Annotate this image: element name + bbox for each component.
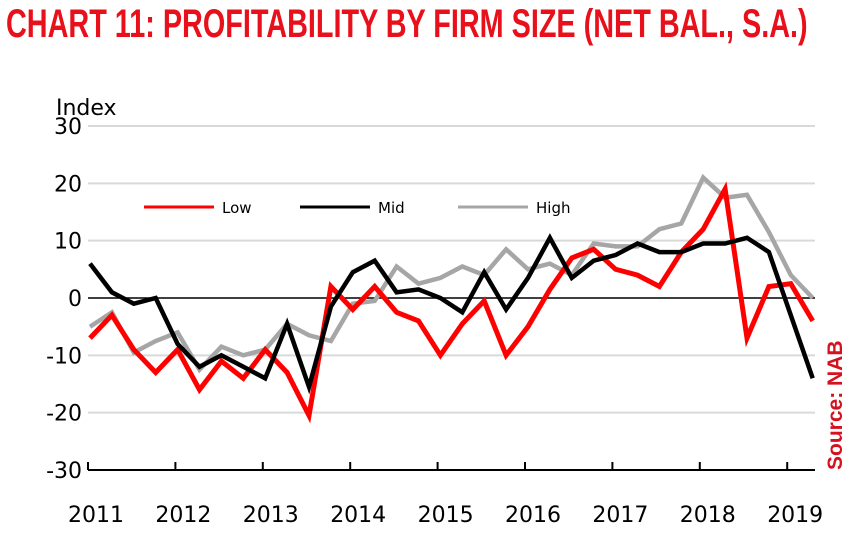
y-tick-label: 0: [68, 287, 82, 312]
x-tick-label: 2013: [243, 503, 299, 528]
y-axis-label: Index: [56, 96, 117, 121]
x-tick-label: 2014: [330, 503, 386, 528]
y-tick-label: -20: [46, 402, 82, 427]
chart-title: CHART 11: PROFITABILITY BY FIRM SIZE (NE…: [6, 2, 808, 46]
series-line-mid: [88, 233, 815, 395]
legend-label-mid: Mid: [378, 199, 405, 217]
x-tick-label: 2019: [767, 503, 823, 528]
x-tick-label: 2016: [505, 503, 561, 528]
y-tick-label: 20: [54, 172, 82, 197]
x-tick-label: 2012: [155, 503, 211, 528]
x-tick-label: 2011: [68, 503, 124, 528]
series-line-high: [88, 173, 815, 374]
source-label: Source: NAB: [824, 340, 847, 470]
series-line-low: [88, 181, 815, 424]
x-tick-label: 2018: [680, 503, 736, 528]
y-tick-label: -10: [46, 344, 82, 369]
x-tick-label: 2015: [418, 503, 474, 528]
y-tick-label: 10: [54, 230, 82, 255]
legend-label-high: High: [536, 199, 570, 217]
y-tick-label: -30: [46, 459, 82, 484]
y-tick-label: 30: [54, 115, 82, 140]
legend-label-low: Low: [222, 199, 252, 217]
x-tick-label: 2017: [592, 503, 648, 528]
